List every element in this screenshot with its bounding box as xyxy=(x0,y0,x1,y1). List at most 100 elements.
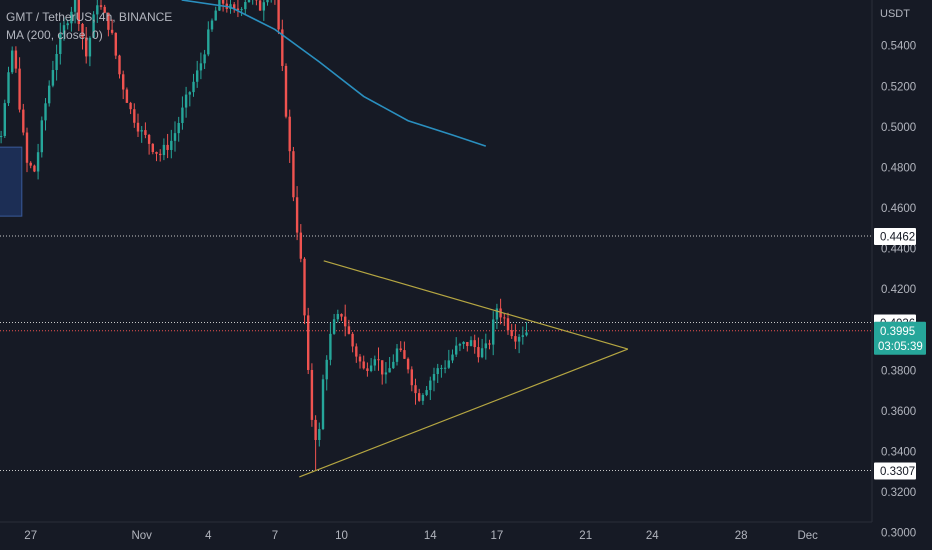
candle xyxy=(188,92,192,95)
candle xyxy=(133,109,136,123)
candle xyxy=(73,0,77,12)
x-tick-label: 7 xyxy=(272,530,278,542)
candle xyxy=(492,319,495,345)
candle xyxy=(99,5,103,7)
candle xyxy=(466,341,469,347)
candle xyxy=(192,81,195,93)
price-level-tag xyxy=(874,462,916,480)
y-tick-label: 0.3600 xyxy=(881,406,916,418)
candle xyxy=(510,330,513,337)
candle xyxy=(358,356,362,362)
candle xyxy=(14,50,18,69)
candle xyxy=(92,14,95,38)
candle xyxy=(177,122,180,134)
candle xyxy=(236,8,240,11)
candle xyxy=(318,429,321,440)
candle xyxy=(451,354,454,361)
candle xyxy=(406,358,410,370)
candle xyxy=(306,315,310,370)
current-price-label: 0.3995 xyxy=(880,326,915,338)
candle xyxy=(414,385,417,394)
candle xyxy=(517,336,521,342)
y-tick-label: 0.3000 xyxy=(881,528,916,540)
candle xyxy=(247,0,251,3)
candles-group xyxy=(0,0,528,471)
candle xyxy=(399,348,402,351)
time-axis-bg xyxy=(0,522,872,550)
candle xyxy=(62,25,66,35)
candle xyxy=(77,0,81,24)
x-tick-label: 14 xyxy=(424,530,437,542)
candle xyxy=(410,369,414,386)
candle xyxy=(366,368,369,371)
candle xyxy=(506,318,510,331)
y-tick-label: 0.3800 xyxy=(881,365,916,377)
candle xyxy=(47,85,51,104)
candle xyxy=(151,143,155,153)
candle xyxy=(344,316,347,327)
candle xyxy=(499,308,502,318)
candle xyxy=(429,380,432,391)
candle xyxy=(221,0,225,4)
candle xyxy=(303,258,306,316)
candle xyxy=(469,340,473,347)
candle xyxy=(55,53,58,71)
candle xyxy=(388,368,391,373)
candle xyxy=(36,152,40,172)
candle xyxy=(292,151,295,198)
candle xyxy=(336,313,340,320)
candle xyxy=(447,360,451,368)
candle xyxy=(262,2,266,11)
y-tick-label: 0.4800 xyxy=(881,162,916,174)
candle xyxy=(325,359,328,380)
candle xyxy=(144,130,147,135)
candle-countdown: 03:05:39 xyxy=(878,341,923,353)
x-tick-label: 21 xyxy=(579,530,592,542)
candle xyxy=(88,37,92,57)
candle xyxy=(66,23,69,26)
chart-legend: GMT / TetherUS, 4h, BINANCE MA (200, clo… xyxy=(6,8,172,44)
candle xyxy=(525,332,528,336)
candle xyxy=(514,336,517,342)
candle xyxy=(340,313,343,317)
candle xyxy=(417,393,421,401)
price-level-label: 0.3307 xyxy=(880,466,915,478)
ma-200-line xyxy=(181,0,487,147)
candle xyxy=(81,23,84,38)
candle xyxy=(288,116,291,152)
candle xyxy=(162,144,166,156)
candle xyxy=(384,372,388,375)
y-tick-label: 0.4200 xyxy=(881,284,916,296)
candle xyxy=(107,12,110,30)
candle xyxy=(284,65,288,117)
current-price-tag xyxy=(874,321,926,355)
triangle-upper-line xyxy=(323,260,629,350)
symbol-legend[interactable]: GMT / TetherUS, 4h, BINANCE xyxy=(6,10,173,24)
candle xyxy=(110,29,114,33)
candle xyxy=(281,29,284,66)
candle xyxy=(159,153,162,156)
candle xyxy=(425,390,428,395)
candle xyxy=(118,55,121,75)
candle xyxy=(503,317,506,319)
candle xyxy=(195,70,199,82)
candle xyxy=(321,379,325,430)
candle xyxy=(421,394,425,401)
candle xyxy=(51,70,55,86)
candle xyxy=(381,360,384,375)
candle xyxy=(395,348,399,362)
ma-legend[interactable]: MA (200, close, 0) xyxy=(6,28,103,42)
candle xyxy=(329,333,332,360)
x-tick-label: 28 xyxy=(735,530,748,542)
y-tick-label: 0.3200 xyxy=(881,487,916,499)
candle xyxy=(184,94,188,108)
candle xyxy=(44,103,47,121)
candle xyxy=(140,130,143,132)
candle xyxy=(170,140,173,150)
candle xyxy=(3,103,6,136)
candle xyxy=(207,29,210,55)
candle xyxy=(443,367,447,369)
candle xyxy=(96,5,99,15)
